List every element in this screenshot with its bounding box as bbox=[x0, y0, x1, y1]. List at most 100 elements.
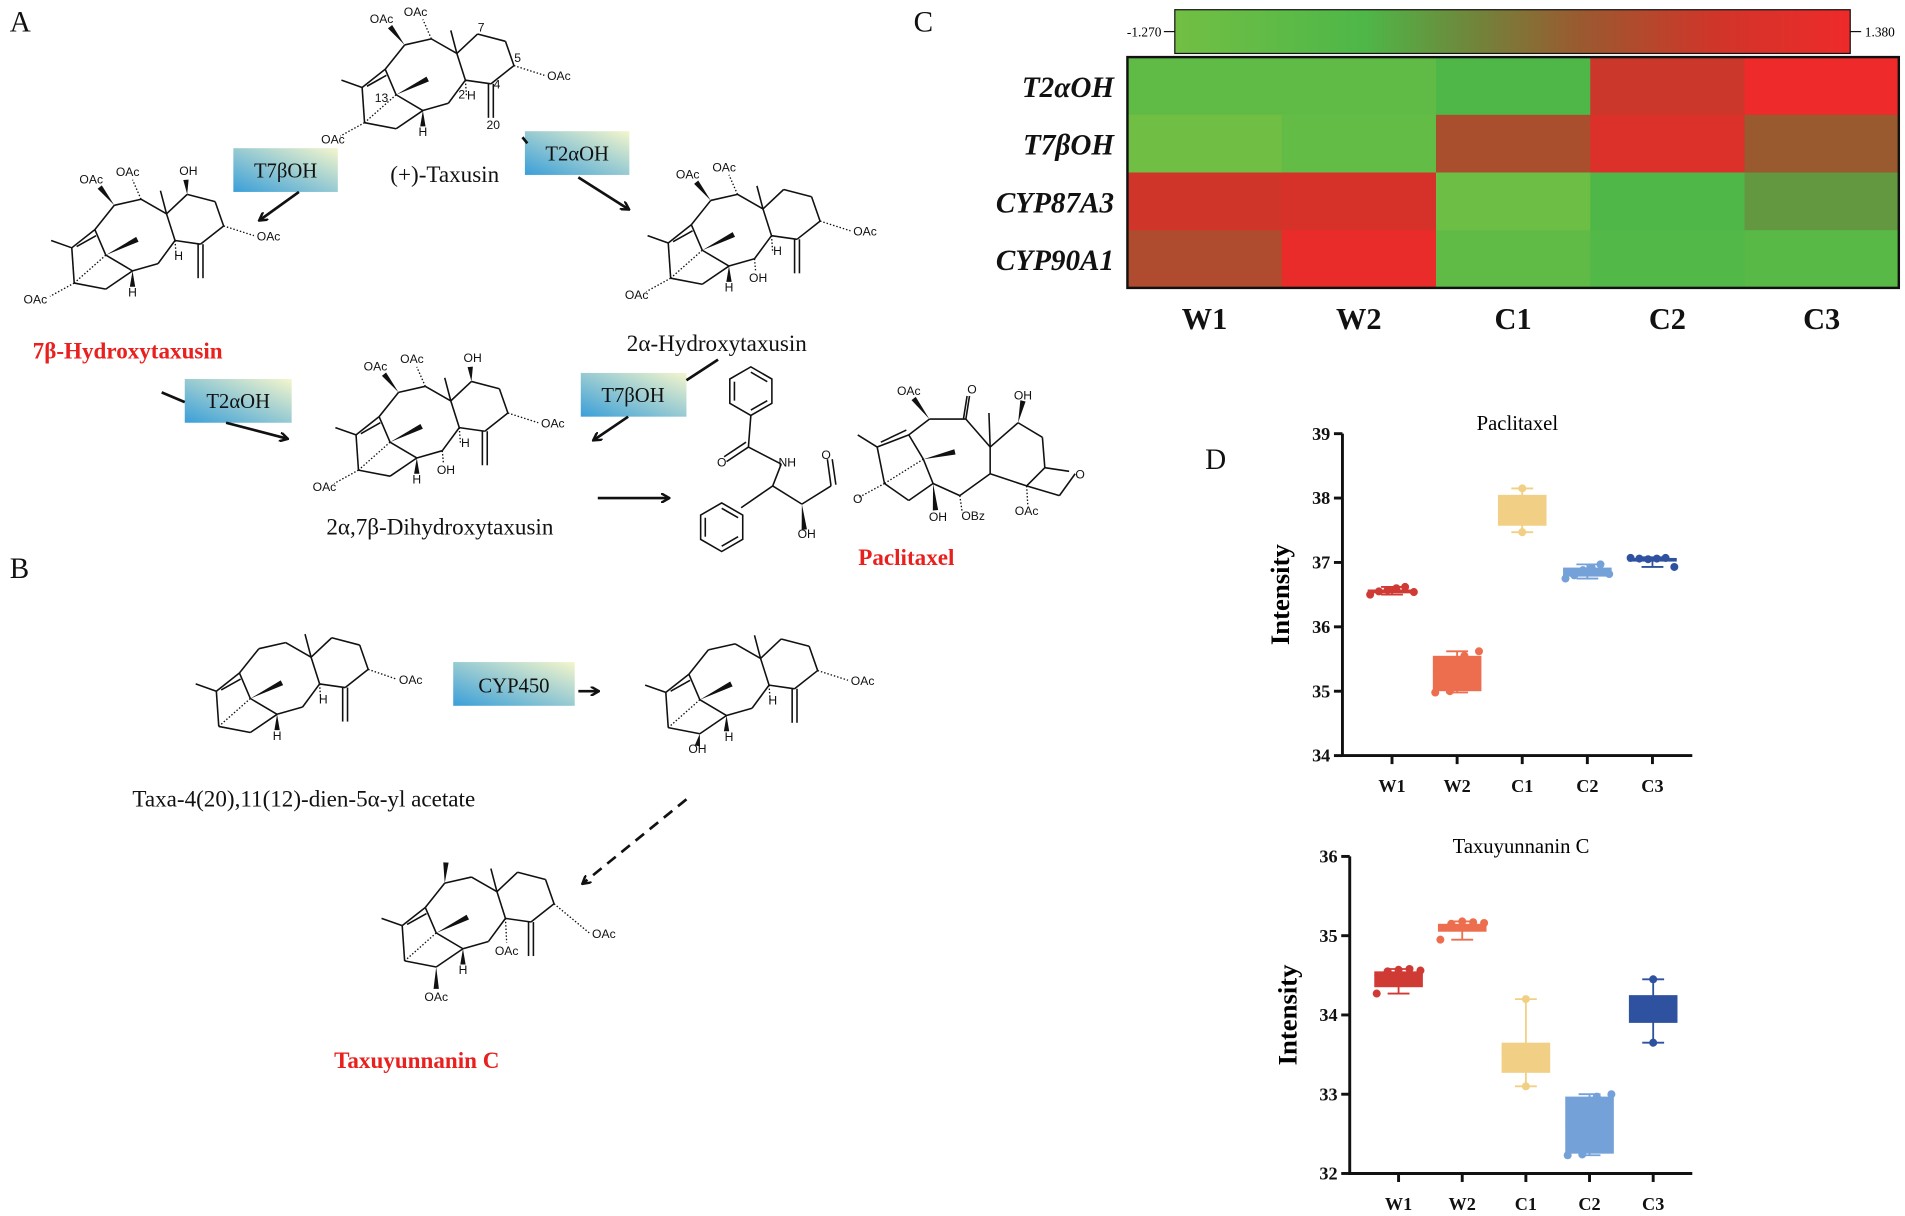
atom-label: NH bbox=[779, 455, 797, 469]
atom-number: 13 bbox=[375, 91, 389, 105]
data-point bbox=[1372, 989, 1381, 998]
data-point bbox=[1521, 995, 1530, 1004]
heatmap-cell bbox=[1744, 114, 1900, 174]
data-point bbox=[1416, 966, 1425, 975]
bond bbox=[962, 395, 968, 420]
data-point bbox=[1596, 560, 1605, 569]
bond bbox=[672, 230, 693, 243]
bond bbox=[553, 903, 590, 934]
bond bbox=[94, 229, 107, 256]
bond bbox=[220, 678, 242, 691]
bond bbox=[435, 948, 464, 968]
bond bbox=[450, 400, 461, 428]
bond bbox=[808, 646, 819, 671]
data-point bbox=[1587, 563, 1596, 572]
bond bbox=[450, 30, 458, 54]
bond bbox=[401, 925, 406, 961]
structure-taxusin: OAc OAc OAc OAc H H 7 54 2 13 20 bbox=[321, 5, 571, 147]
structure-7b-hydroxytaxusin: OAc OAc OH OAc OAc H H bbox=[24, 164, 281, 307]
bond bbox=[728, 257, 755, 267]
atom-label: OAc bbox=[676, 168, 700, 182]
dashed-reaction-arrow bbox=[583, 798, 688, 883]
bond bbox=[876, 446, 886, 484]
y-tick-label: 36 bbox=[1319, 846, 1337, 866]
structure-dihydroxytaxusin: OAc OAc OH OAc OAc H H OH bbox=[313, 351, 565, 494]
bond bbox=[646, 277, 671, 293]
data-point bbox=[1644, 555, 1653, 564]
bond bbox=[665, 692, 670, 728]
bond bbox=[544, 879, 555, 905]
heatmap-column-label: C3 bbox=[1803, 302, 1840, 336]
bond bbox=[335, 426, 357, 436]
bond bbox=[441, 427, 460, 452]
bond bbox=[690, 199, 712, 226]
boxplot-taxuyunnanin-c: 32 33 34 35 36 Taxuyunnanin C Intensity W1 W2 C1 C… bbox=[1272, 836, 1693, 1214]
atom-label: O bbox=[853, 492, 862, 506]
heatmap-cell bbox=[1127, 172, 1283, 231]
atom-label: OH bbox=[179, 164, 197, 178]
bond bbox=[464, 80, 468, 98]
bond bbox=[750, 371, 768, 383]
enzyme-label: T2αOH bbox=[206, 391, 270, 413]
bond bbox=[258, 641, 286, 650]
atom-label: OH bbox=[464, 351, 482, 365]
bond bbox=[105, 270, 133, 290]
box bbox=[1432, 655, 1482, 692]
y-tick-label: 36 bbox=[1312, 617, 1330, 637]
bond bbox=[880, 429, 907, 443]
bond bbox=[959, 495, 963, 513]
bond bbox=[490, 868, 498, 892]
y-axis-label: Intensity bbox=[1272, 964, 1302, 1066]
bond bbox=[404, 932, 437, 962]
bond bbox=[699, 699, 727, 717]
data-point bbox=[1661, 553, 1670, 562]
wedge-bond bbox=[923, 449, 956, 460]
bond bbox=[857, 434, 878, 448]
bond bbox=[465, 79, 491, 85]
bond bbox=[721, 536, 739, 547]
x-tick-label: W2 bbox=[1443, 776, 1470, 796]
wedge-bond bbox=[723, 715, 730, 732]
bond bbox=[471, 876, 498, 893]
atom-number: 20 bbox=[487, 118, 501, 132]
heatmap-cell bbox=[1281, 230, 1437, 289]
compound-name-2a-hydroxytaxusin: 2α-Hydroxytaxusin bbox=[627, 330, 807, 356]
y-tick-label: 35 bbox=[1312, 681, 1330, 701]
atom-label: H bbox=[467, 89, 476, 103]
y-tick-label: 32 bbox=[1319, 1164, 1337, 1184]
bond bbox=[310, 637, 333, 658]
bond bbox=[249, 697, 278, 715]
atom-label: OAc bbox=[400, 352, 424, 366]
y-tick-label: 38 bbox=[1312, 488, 1330, 508]
wedge-bond bbox=[726, 266, 732, 282]
heatmap-cell bbox=[1590, 57, 1746, 116]
data-point bbox=[1460, 651, 1469, 660]
y-tick-label: 34 bbox=[1319, 1005, 1337, 1025]
bond bbox=[406, 912, 427, 926]
bond bbox=[959, 473, 991, 497]
bond bbox=[668, 726, 700, 735]
enzyme-box-cyp450: CYP450 bbox=[453, 662, 575, 706]
panel-label-c: C bbox=[914, 7, 933, 39]
bond bbox=[756, 185, 764, 210]
bond bbox=[667, 224, 692, 244]
wedge-bond bbox=[1018, 400, 1026, 423]
compound-name-7b-hydroxytaxusin: 7β-Hydroxytaxusin bbox=[33, 337, 223, 363]
bond bbox=[441, 450, 445, 465]
atom-label: OAc bbox=[313, 480, 337, 494]
heatmap-column-label: C1 bbox=[1495, 302, 1532, 336]
bond bbox=[174, 240, 177, 258]
x-tick-label: C2 bbox=[1578, 1194, 1600, 1214]
heatmap-cell bbox=[1435, 172, 1591, 231]
bond bbox=[416, 366, 426, 387]
bond bbox=[70, 247, 75, 284]
bond bbox=[430, 38, 458, 55]
atom-label: OAc bbox=[24, 293, 48, 307]
wedge-bond bbox=[911, 396, 930, 420]
data-point bbox=[1578, 566, 1587, 575]
bond bbox=[310, 656, 321, 685]
wedge-bond bbox=[390, 423, 423, 443]
compound-name-paclitaxel: Paclitaxel bbox=[858, 544, 955, 570]
bond bbox=[988, 412, 991, 448]
structure-2a-hydroxytaxusin: OAc OAc OAc OAc H H OH bbox=[625, 160, 877, 302]
